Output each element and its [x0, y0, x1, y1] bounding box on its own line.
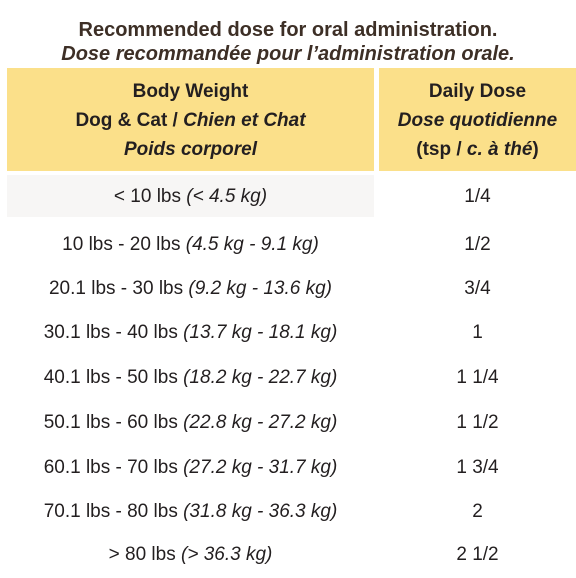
- daily-dose-cell: 1 1/4: [456, 367, 499, 388]
- header-dose-line3-open: (tsp /: [416, 139, 467, 160]
- weight-kg: (< 4.5 kg): [186, 186, 268, 207]
- header-body-weight: Body Weight Dog & Cat / Chien et Chat Po…: [7, 68, 374, 171]
- header-weight-line1: Body Weight: [132, 81, 249, 102]
- header-weight-line2-fr: Chien et Chat: [183, 110, 306, 131]
- body-weight-cell: 30.1 lbs - 40 lbs (13.7 kg - 18.1 kg): [7, 321, 374, 345]
- weight-lbs: > 80 lbs: [108, 544, 181, 565]
- body-weight-cell: 40.1 lbs - 50 lbs (18.2 kg - 22.7 kg): [7, 366, 374, 390]
- daily-dose-cell: 1 3/4: [456, 457, 499, 478]
- header-dose-line3: (tsp / c. à thé): [379, 135, 576, 164]
- weight-lbs: 70.1 lbs - 80 lbs: [43, 501, 184, 522]
- header-weight-line2-en: Dog & Cat /: [75, 110, 184, 131]
- header-dose-line2: Dose quotidienne: [397, 110, 558, 131]
- body-weight-cell: 70.1 lbs - 80 lbs (31.8 kg - 36.3 kg): [7, 500, 374, 524]
- daily-dose-cell: 2 1/2: [456, 544, 499, 565]
- weight-kg: (22.8 kg - 27.2 kg): [183, 412, 338, 433]
- title-english: Recommended dose for oral administration…: [78, 19, 498, 41]
- body-weight-cell: 10 lbs - 20 lbs (4.5 kg - 9.1 kg): [7, 233, 374, 257]
- weight-lbs: 20.1 lbs - 30 lbs: [48, 278, 189, 299]
- daily-dose-cell: 1/4: [464, 186, 491, 207]
- weight-kg: (4.5 kg - 9.1 kg): [185, 234, 319, 255]
- weight-lbs: 50.1 lbs - 60 lbs: [43, 412, 184, 433]
- weight-kg: (27.2 kg - 31.7 kg): [183, 457, 338, 478]
- row-shade: [7, 175, 374, 217]
- weight-lbs: 10 lbs - 20 lbs: [62, 234, 186, 255]
- body-weight-cell: 60.1 lbs - 70 lbs (27.2 kg - 31.7 kg): [7, 456, 374, 480]
- body-weight-cell: > 80 lbs (> 36.3 kg): [7, 543, 374, 567]
- weight-lbs: 30.1 lbs - 40 lbs: [43, 322, 184, 343]
- weight-lbs: 40.1 lbs - 50 lbs: [43, 367, 184, 388]
- header-dose-line3-close: ): [532, 139, 539, 160]
- daily-dose-cell: 1 1/2: [456, 412, 499, 433]
- weight-kg: (18.2 kg - 22.7 kg): [183, 367, 338, 388]
- title-french: Dose recommandée pour l’administration o…: [61, 43, 515, 65]
- header-dose-line3-fr: c. à thé: [466, 139, 533, 160]
- header-daily-dose: Daily Dose Dose quotidienne (tsp / c. à …: [379, 68, 576, 171]
- body-weight-cell: 20.1 lbs - 30 lbs (9.2 kg - 13.6 kg): [7, 277, 374, 301]
- daily-dose-cell: 3/4: [464, 278, 491, 299]
- weight-kg: (9.2 kg - 13.6 kg): [188, 278, 333, 299]
- weight-lbs: < 10 lbs: [113, 186, 187, 207]
- weight-kg: (13.7 kg - 18.1 kg): [183, 322, 338, 343]
- body-weight-cell: 50.1 lbs - 60 lbs (22.8 kg - 27.2 kg): [7, 411, 374, 435]
- daily-dose-cell: 2: [472, 501, 483, 522]
- weight-kg: (31.8 kg - 36.3 kg): [183, 501, 338, 522]
- daily-dose-cell: 1: [472, 322, 483, 343]
- daily-dose-cell: 1/2: [464, 234, 491, 255]
- weight-kg: (> 36.3 kg): [181, 544, 273, 565]
- header-dose-line1: Daily Dose: [428, 81, 527, 102]
- header-weight-line2: Dog & Cat / Chien et Chat: [7, 106, 374, 135]
- header-weight-line3: Poids corporel: [123, 139, 258, 160]
- weight-lbs: 60.1 lbs - 70 lbs: [43, 457, 184, 478]
- body-weight-cell: < 10 lbs (< 4.5 kg): [7, 185, 374, 209]
